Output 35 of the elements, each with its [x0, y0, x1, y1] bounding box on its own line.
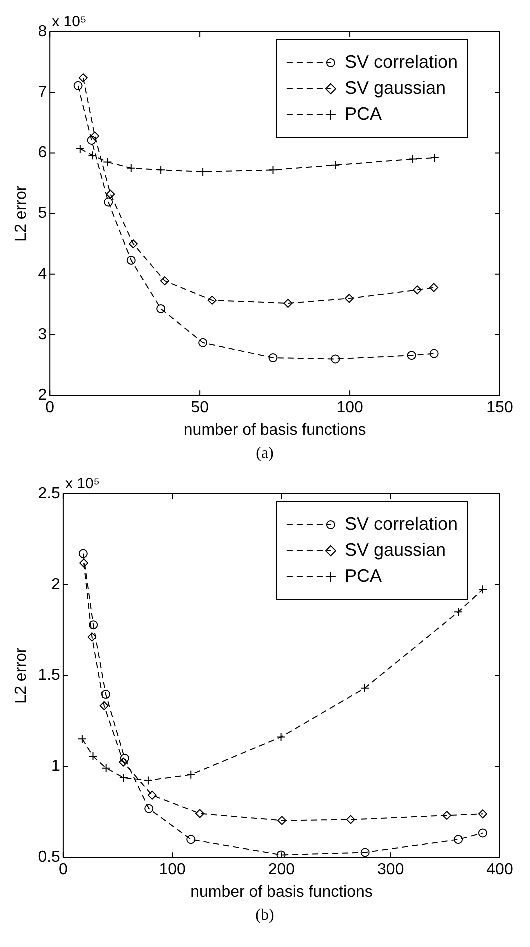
legend-label: PCA	[344, 104, 382, 124]
legend-label: PCA	[344, 566, 382, 586]
y-axis-title: L2 error	[13, 185, 30, 242]
y-axis-title: L2 error	[13, 647, 30, 704]
legend-label: SV correlation	[344, 52, 458, 72]
y-tick-label: 2.5	[38, 485, 61, 502]
x-tick-label: 200	[268, 862, 296, 879]
x-axis-title: number of basis functions	[190, 884, 373, 901]
y-tick-label: 1	[52, 758, 61, 776]
legend-label: SV correlation	[344, 514, 458, 534]
y-tick-label: 6	[38, 144, 48, 162]
y-tick-label: 2	[38, 387, 48, 404]
legend-label: SV gaussian	[344, 540, 446, 560]
x-tick-label: 0	[46, 400, 55, 417]
x-tick-label: 0	[58, 862, 68, 879]
x-axis-title: number of basis functions	[184, 422, 366, 439]
y-tick-label: 1.5	[38, 667, 61, 684]
y-tick-label: 3	[38, 326, 48, 344]
text: x 10⁵	[52, 14, 87, 31]
x-tick-label: 100	[336, 400, 364, 417]
y-tick-label: 2	[52, 576, 61, 594]
y-tick-label: 5	[38, 205, 48, 222]
text: x 10⁵	[65, 476, 100, 493]
x-tick-label: 300	[378, 862, 404, 879]
x-tick-label: 150	[486, 400, 514, 417]
legend-label: SV gaussian	[344, 78, 446, 98]
text: (a)	[255, 444, 275, 464]
x-tick-label: 100	[159, 862, 186, 879]
x-tick-label: 50	[191, 400, 210, 417]
y-tick-label: 4	[38, 266, 48, 283]
y-tick-label: 7	[38, 84, 48, 102]
y-tick-label: 0.5	[38, 849, 61, 866]
x-tick-label: 400	[486, 862, 514, 879]
text: (b)	[254, 906, 276, 926]
y-tick-label: 8	[38, 23, 48, 40]
